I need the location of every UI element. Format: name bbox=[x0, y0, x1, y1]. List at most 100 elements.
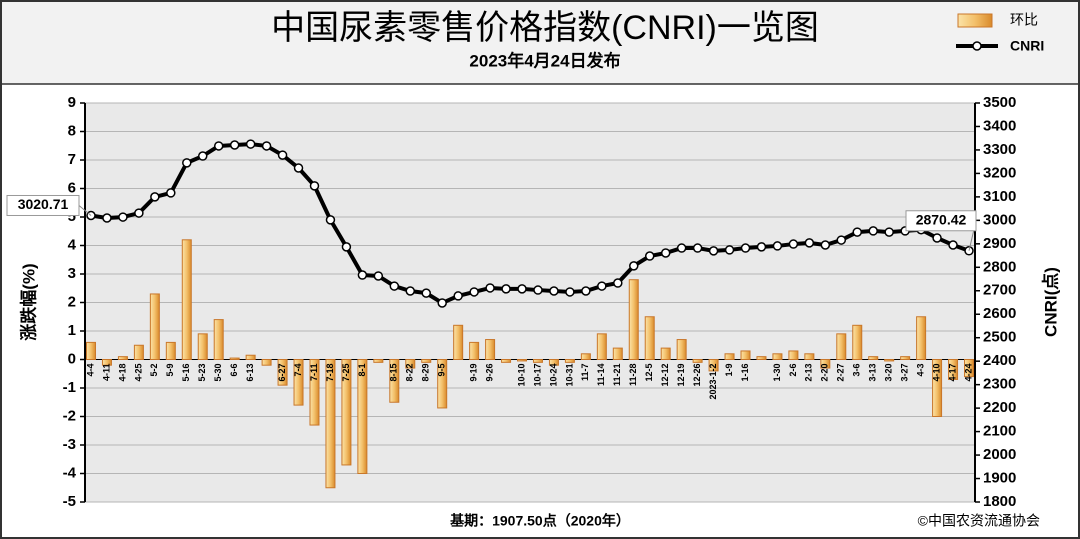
bar bbox=[149, 293, 160, 361]
x-tick-label: 4-17 bbox=[947, 364, 957, 382]
x-tick-label: 4-24 bbox=[963, 364, 973, 382]
bar bbox=[756, 356, 767, 360]
bar bbox=[692, 359, 703, 363]
x-tick-label: 3-27 bbox=[900, 364, 910, 382]
bar bbox=[165, 341, 176, 360]
bar bbox=[277, 359, 288, 386]
cnri-point bbox=[660, 248, 671, 258]
cnri-point bbox=[756, 242, 767, 252]
cnri-point bbox=[261, 141, 272, 151]
label-box bbox=[905, 210, 977, 232]
cnri-point bbox=[932, 233, 942, 243]
cnri-point bbox=[517, 284, 527, 294]
cnri-point bbox=[597, 281, 607, 291]
bar bbox=[564, 359, 575, 363]
x-tick-label: 1-16 bbox=[740, 364, 750, 382]
y-tick-label: -2 bbox=[63, 407, 76, 424]
x-tick-label: 12-5 bbox=[644, 364, 654, 382]
bar bbox=[740, 350, 751, 361]
x-tick-label: 12-19 bbox=[676, 364, 686, 387]
y-tick-label: 8 bbox=[68, 122, 76, 139]
cnri-point bbox=[724, 245, 735, 255]
x-tick-label: 7-18 bbox=[325, 364, 335, 382]
cnri-point bbox=[389, 281, 400, 291]
x-tick-label: 8-1 bbox=[357, 364, 367, 377]
x-tick-label: 11-28 bbox=[628, 364, 638, 387]
legend-marker bbox=[972, 41, 982, 51]
x-tick-label: 6-27 bbox=[277, 364, 287, 382]
bar bbox=[373, 359, 384, 363]
bar bbox=[628, 279, 639, 361]
cnri-point bbox=[852, 227, 863, 237]
y-tick-label: 5 bbox=[68, 208, 76, 225]
bar bbox=[261, 359, 272, 366]
x-tick-label: 4-4 bbox=[85, 364, 95, 377]
cnri-point bbox=[629, 261, 639, 271]
bar bbox=[820, 359, 831, 369]
y2-tick-label: 2800 bbox=[983, 258, 1016, 275]
y2-tick-label: 1800 bbox=[983, 493, 1016, 510]
x-tick-label: 10-31 bbox=[564, 364, 574, 387]
cnri-point bbox=[150, 192, 160, 202]
x-tick-label: 10-24 bbox=[548, 364, 558, 387]
x-tick-label: 5-9 bbox=[165, 364, 175, 377]
cnri-point bbox=[405, 286, 416, 296]
cnri-point bbox=[182, 158, 192, 168]
y2-tick-label: 2600 bbox=[983, 305, 1016, 322]
x-tick-label: 10-17 bbox=[532, 364, 542, 387]
cnri-point bbox=[836, 235, 847, 245]
label-leader bbox=[78, 205, 92, 216]
bar bbox=[405, 359, 416, 369]
y2-tick-label: 2500 bbox=[983, 329, 1016, 346]
y2-tick-label: 2900 bbox=[983, 235, 1016, 252]
cnri-point bbox=[708, 246, 719, 256]
bar bbox=[245, 354, 256, 361]
y2-tick-label: 3400 bbox=[983, 117, 1016, 134]
bar bbox=[86, 341, 96, 360]
cnri-point bbox=[213, 141, 224, 151]
bar bbox=[293, 359, 304, 406]
x-tick-label: 2023-1-2 bbox=[708, 364, 718, 400]
y2-tick-label: 2400 bbox=[983, 352, 1016, 369]
bar bbox=[548, 359, 559, 366]
bar bbox=[453, 324, 464, 360]
x-tick-label: 10-10 bbox=[516, 364, 526, 387]
bar bbox=[485, 339, 496, 360]
cnri-point bbox=[277, 150, 288, 160]
bar bbox=[117, 356, 128, 360]
x-tick-label: 2-20 bbox=[820, 364, 830, 382]
cnri-point bbox=[485, 283, 495, 293]
x-tick-label: 3-13 bbox=[868, 364, 878, 382]
bar bbox=[389, 359, 400, 403]
x-tick-label: 6-6 bbox=[229, 364, 239, 377]
y2-tick-label: 2300 bbox=[983, 376, 1016, 393]
bar bbox=[325, 359, 336, 489]
bar bbox=[517, 359, 528, 362]
y2-tick-label: 2000 bbox=[983, 446, 1016, 463]
cnri-point bbox=[166, 188, 176, 198]
cnri-point bbox=[421, 288, 431, 298]
y-tick-label: 2 bbox=[68, 293, 76, 310]
bar bbox=[660, 347, 671, 361]
x-tick-label: 4-10 bbox=[931, 364, 941, 382]
bar bbox=[612, 347, 623, 361]
y-tick-label: 9 bbox=[68, 94, 76, 111]
bar bbox=[133, 344, 144, 360]
x-tick-label: 8-22 bbox=[405, 364, 415, 382]
bar bbox=[804, 353, 815, 360]
bar bbox=[868, 356, 879, 360]
bar bbox=[596, 333, 607, 361]
bar bbox=[676, 339, 687, 360]
cnri-point bbox=[453, 291, 463, 301]
x-tick-label: 2-27 bbox=[836, 364, 846, 382]
cnri-point bbox=[692, 243, 703, 253]
cnri-point bbox=[118, 212, 128, 222]
cnri-point bbox=[501, 284, 511, 294]
cnri-point bbox=[676, 243, 687, 253]
y2-tick-label: 3100 bbox=[983, 188, 1016, 205]
x-tick-label: 1-9 bbox=[724, 364, 734, 377]
y-tick-label: -3 bbox=[63, 436, 76, 453]
bar bbox=[341, 359, 352, 466]
x-tick-label: 8-15 bbox=[389, 364, 399, 382]
